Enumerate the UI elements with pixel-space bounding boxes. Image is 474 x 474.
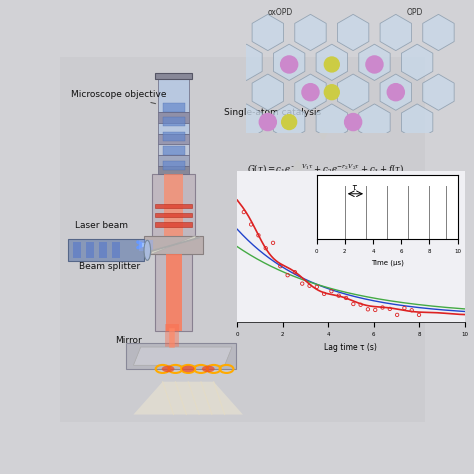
Ellipse shape xyxy=(202,365,215,372)
FancyBboxPatch shape xyxy=(158,111,189,123)
FancyBboxPatch shape xyxy=(155,213,192,218)
FancyBboxPatch shape xyxy=(155,254,192,331)
FancyBboxPatch shape xyxy=(155,73,192,79)
Point xyxy=(240,213,247,220)
Ellipse shape xyxy=(182,365,194,372)
FancyBboxPatch shape xyxy=(73,242,81,258)
Point xyxy=(372,304,379,311)
Point xyxy=(386,304,393,312)
FancyBboxPatch shape xyxy=(165,254,182,331)
FancyBboxPatch shape xyxy=(99,242,107,258)
Point xyxy=(364,304,372,311)
Point xyxy=(349,296,357,303)
Circle shape xyxy=(324,85,339,100)
Point xyxy=(276,256,284,264)
Circle shape xyxy=(324,57,339,72)
Polygon shape xyxy=(133,382,243,415)
Point xyxy=(342,296,350,303)
Point xyxy=(328,287,335,294)
Circle shape xyxy=(282,115,297,129)
Circle shape xyxy=(281,56,298,73)
Point xyxy=(320,290,328,298)
FancyBboxPatch shape xyxy=(126,343,236,369)
Point xyxy=(401,314,408,322)
FancyBboxPatch shape xyxy=(111,242,119,258)
FancyBboxPatch shape xyxy=(158,123,189,134)
Point xyxy=(313,285,320,293)
Polygon shape xyxy=(133,347,232,365)
Point xyxy=(379,305,386,313)
Point xyxy=(393,300,401,308)
Text: $G(\tau) = c_1 e^{-r_1 V_1 \tau} + c_2 e^{-r_2 V_2 \tau} + c_3 + f(\tau)$: $G(\tau) = c_1 e^{-r_1 V_1 \tau} + c_2 e… xyxy=(246,163,404,177)
FancyBboxPatch shape xyxy=(158,134,189,145)
Point xyxy=(408,305,416,312)
Circle shape xyxy=(345,114,362,131)
Circle shape xyxy=(259,114,276,131)
Text: Beam splitter: Beam splitter xyxy=(79,262,140,271)
FancyBboxPatch shape xyxy=(86,242,94,258)
FancyBboxPatch shape xyxy=(163,146,184,155)
FancyBboxPatch shape xyxy=(158,166,189,173)
Text: Fluorescence correlation spectroscopy: Fluorescence correlation spectroscopy xyxy=(240,201,406,210)
FancyBboxPatch shape xyxy=(163,117,184,126)
Circle shape xyxy=(366,56,383,73)
Point xyxy=(415,306,423,314)
Point xyxy=(357,300,365,308)
Text: Laser beam: Laser beam xyxy=(75,221,128,230)
Point xyxy=(269,255,277,262)
Text: Mirror: Mirror xyxy=(115,337,142,346)
FancyBboxPatch shape xyxy=(152,173,195,239)
FancyBboxPatch shape xyxy=(145,236,203,254)
Text: Microscope objective: Microscope objective xyxy=(72,90,167,104)
Point xyxy=(299,274,306,282)
FancyBboxPatch shape xyxy=(163,132,184,141)
X-axis label: Lag time τ (s): Lag time τ (s) xyxy=(324,343,377,352)
FancyBboxPatch shape xyxy=(158,75,189,111)
FancyBboxPatch shape xyxy=(68,239,145,261)
Polygon shape xyxy=(152,236,195,254)
FancyBboxPatch shape xyxy=(155,204,192,209)
FancyBboxPatch shape xyxy=(163,102,184,111)
Text: oxOPD: oxOPD xyxy=(268,9,293,18)
Point xyxy=(335,294,343,302)
FancyBboxPatch shape xyxy=(164,173,182,239)
Point xyxy=(306,280,313,287)
Circle shape xyxy=(302,84,319,101)
FancyBboxPatch shape xyxy=(163,161,184,170)
Point xyxy=(255,230,262,237)
Circle shape xyxy=(387,84,404,101)
FancyBboxPatch shape xyxy=(61,57,425,422)
Point xyxy=(291,272,299,280)
Point xyxy=(262,243,270,250)
FancyBboxPatch shape xyxy=(158,155,189,166)
Text: Single-atom catalysis: Single-atom catalysis xyxy=(224,108,321,117)
FancyBboxPatch shape xyxy=(158,145,189,155)
Ellipse shape xyxy=(162,365,174,372)
FancyBboxPatch shape xyxy=(155,222,192,227)
Ellipse shape xyxy=(144,240,151,260)
Text: OPD: OPD xyxy=(407,9,423,18)
Point xyxy=(247,220,255,228)
Point xyxy=(284,264,292,271)
